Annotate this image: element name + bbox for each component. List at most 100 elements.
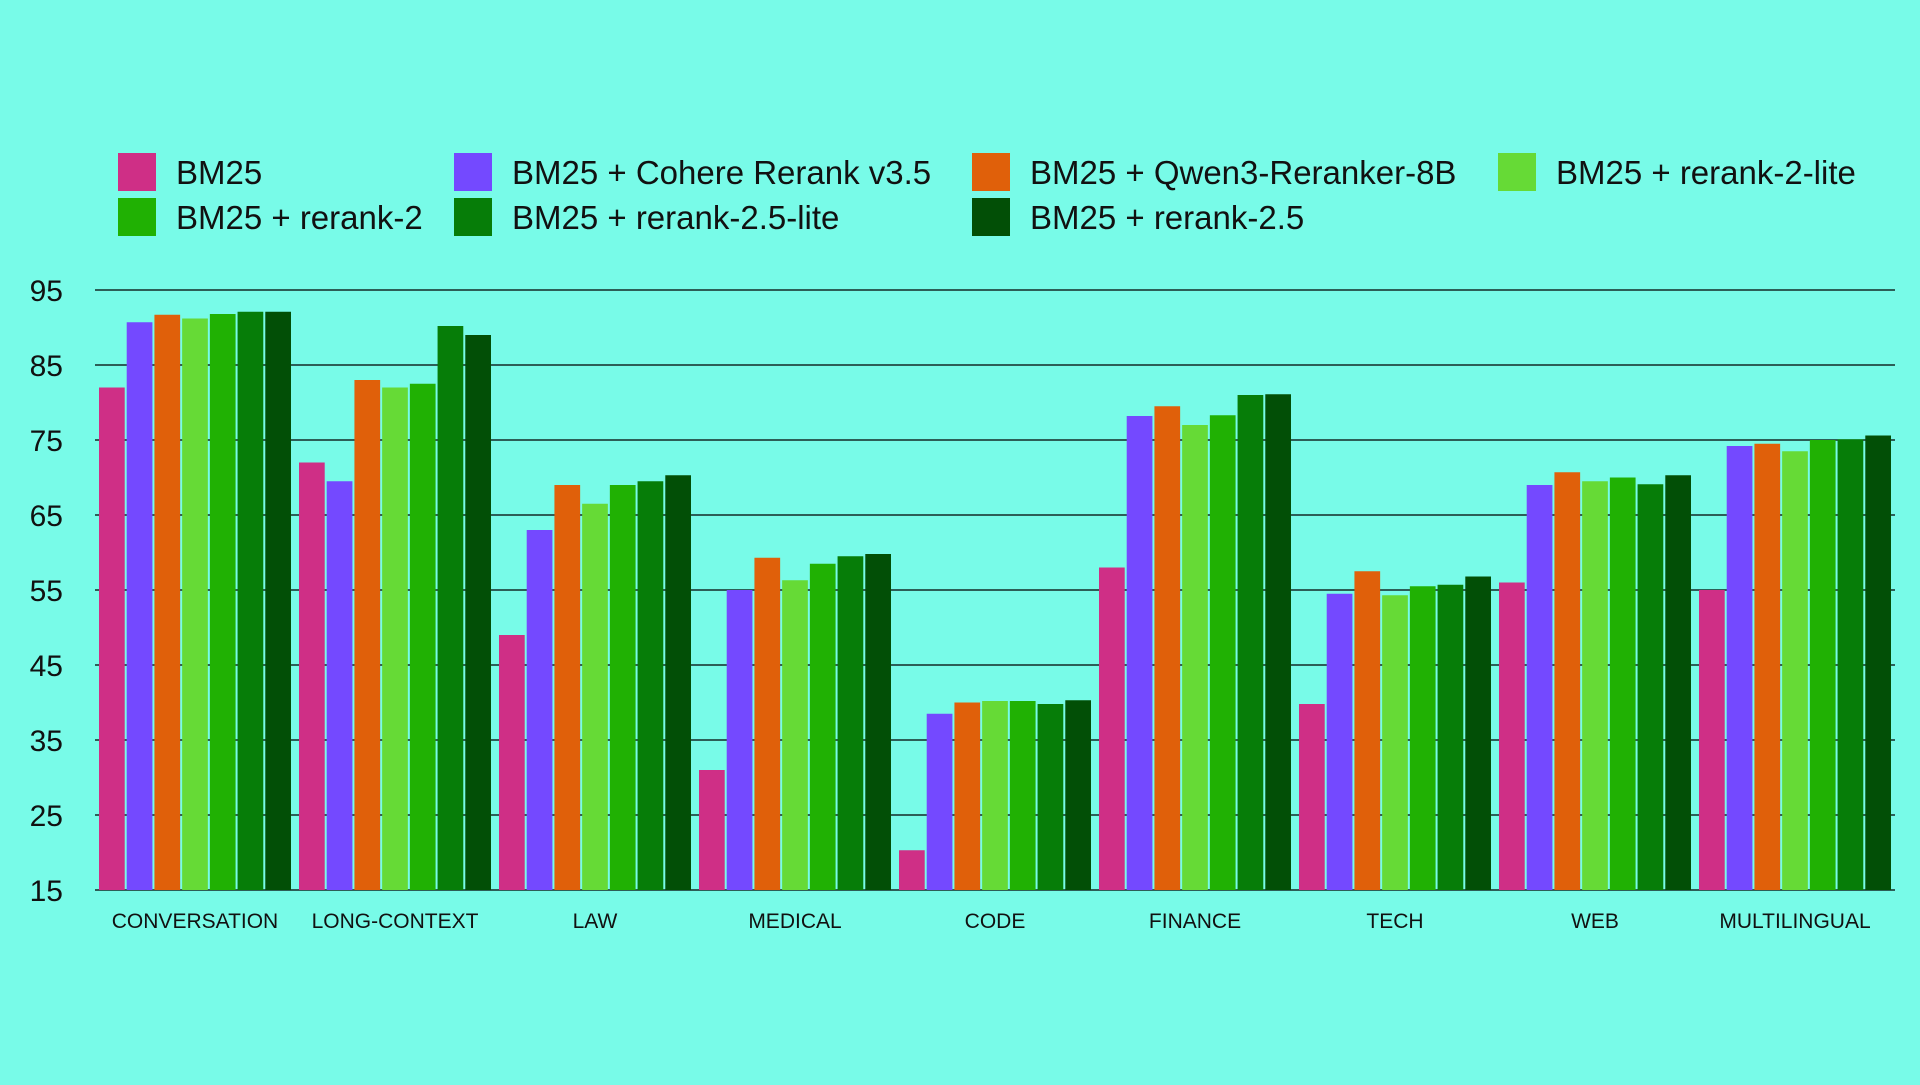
bar-code-bm25 <box>899 850 925 890</box>
bar-law-bm25-rerank-2 <box>609 485 636 890</box>
legend-swatch-bm25-rerank-2-5-lite <box>454 198 492 236</box>
bar-long-context-bm25-cohere-rerank-v3-5 <box>326 481 353 890</box>
bar-law-bm25-rerank-2-5-lite <box>637 481 664 890</box>
bar-multilingual-bm25-qwen3-reranker-8b <box>1754 443 1781 890</box>
bar-conversation-bm25-rerank-2-5 <box>265 311 291 890</box>
bar-conversation-bm25-cohere-rerank-v3-5 <box>126 322 153 890</box>
x-tick-label-law: LAW <box>573 910 618 933</box>
legend-label-bm25-rerank-2-lite: BM25 + rerank-2-lite <box>1556 154 1856 191</box>
legend-swatch-bm25-rerank-2 <box>118 198 156 236</box>
bar-tech-bm25-rerank-2-5 <box>1465 576 1491 890</box>
bar-law-bm25-rerank-2-lite <box>582 503 608 890</box>
y-tick-label: 75 <box>30 425 63 458</box>
bar-multilingual-bm25 <box>1699 590 1725 890</box>
bar-web-bm25-qwen3-reranker-8b <box>1554 472 1581 890</box>
bar-conversation-bm25-rerank-2-lite <box>182 318 208 890</box>
bar-medical-bm25-cohere-rerank-v3-5 <box>726 590 753 890</box>
bar-medical-bm25-rerank-2 <box>809 563 836 890</box>
x-tick-label-multilingual: MULTILINGUAL <box>1719 910 1870 933</box>
bar-finance-bm25-cohere-rerank-v3-5 <box>1126 416 1153 890</box>
y-tick-label: 65 <box>30 500 63 533</box>
legend-label-bm25-rerank-2-5: BM25 + rerank-2.5 <box>1030 199 1304 236</box>
bar-multilingual-bm25-rerank-2-lite <box>1782 451 1808 890</box>
x-tick-label-finance: FINANCE <box>1149 910 1241 933</box>
y-tick-label: 35 <box>30 725 63 758</box>
x-axis: CONVERSATION LONG-CONTEXT LAW MEDICAL CODE FI… <box>112 910 1871 933</box>
bar-medical-bm25-rerank-2-lite <box>782 580 808 890</box>
x-tick-label-medical: MEDICAL <box>748 910 841 933</box>
bar-law-bm25-qwen3-reranker-8b <box>554 485 581 890</box>
bar-tech-bm25-cohere-rerank-v3-5 <box>1326 593 1353 890</box>
bar-medical-bm25-qwen3-reranker-8b <box>754 557 781 890</box>
bar-conversation-bm25 <box>99 387 125 890</box>
bar-web-bm25-rerank-2-5-lite <box>1637 484 1664 890</box>
legend-label-bm25-rerank-2-5-lite: BM25 + rerank-2.5-lite <box>512 199 839 236</box>
y-tick-label: 25 <box>30 800 63 833</box>
bar-long-context-bm25-rerank-2-5 <box>465 335 491 890</box>
bar-finance-bm25-rerank-2-lite <box>1182 425 1208 890</box>
bar-medical-bm25 <box>699 770 725 890</box>
y-tick-label: 95 <box>30 275 63 308</box>
bar-law-bm25-rerank-2-5 <box>665 475 691 890</box>
bar-multilingual-bm25-rerank-2-5-lite <box>1837 439 1864 890</box>
bar-code-bm25-rerank-2-5 <box>1065 700 1091 890</box>
legend-swatch-bm25 <box>118 153 156 191</box>
bar-long-context-bm25-qwen3-reranker-8b <box>354 380 381 890</box>
bar-multilingual-bm25-rerank-2-5 <box>1865 435 1891 890</box>
bar-code-bm25-cohere-rerank-v3-5 <box>926 713 953 890</box>
bar-tech-bm25-rerank-2 <box>1409 586 1436 890</box>
bar-tech-bm25-rerank-2-5-lite <box>1437 584 1464 890</box>
bar-web-bm25-cohere-rerank-v3-5 <box>1526 485 1553 890</box>
legend-swatch-bm25-rerank-2-lite <box>1498 153 1536 191</box>
bar-finance-bm25 <box>1099 567 1125 890</box>
bar-code-bm25-rerank-2-5-lite <box>1037 704 1064 890</box>
bar-multilingual-bm25-cohere-rerank-v3-5 <box>1726 446 1753 890</box>
bar-finance-bm25-rerank-2 <box>1209 415 1236 890</box>
y-tick-label: 45 <box>30 650 63 683</box>
bar-web-bm25-rerank-2-lite <box>1582 481 1608 890</box>
legend-swatch-bm25-qwen3-reranker-8b <box>972 153 1010 191</box>
legend-swatch-bm25-rerank-2-5 <box>972 198 1010 236</box>
bar-web-bm25 <box>1499 582 1525 890</box>
x-tick-label-code: CODE <box>965 910 1026 933</box>
bar-finance-bm25-rerank-2-5 <box>1265 394 1291 890</box>
legend-label-bm25-rerank-2: BM25 + rerank-2 <box>176 199 423 236</box>
bar-finance-bm25-qwen3-reranker-8b <box>1154 406 1181 890</box>
bar-long-context-bm25 <box>299 462 325 890</box>
bar-medical-bm25-rerank-2-5-lite <box>837 556 864 890</box>
x-tick-label-tech: TECH <box>1366 910 1423 933</box>
bar-tech-bm25-rerank-2-lite <box>1382 595 1408 890</box>
bar-long-context-bm25-rerank-2-lite <box>382 387 408 890</box>
bar-tech-bm25-qwen3-reranker-8b <box>1354 571 1381 890</box>
bar-multilingual-bm25-rerank-2 <box>1809 440 1836 890</box>
y-axis: 15 25 35 45 55 65 75 85 95 <box>30 275 63 908</box>
bar-conversation-bm25-rerank-2-5-lite <box>237 311 264 890</box>
legend-label-bm25-qwen3-reranker-8b: BM25 + Qwen3-Reranker-8B <box>1030 154 1456 191</box>
bar-code-bm25-rerank-2-lite <box>982 701 1008 890</box>
bar-code-bm25-rerank-2 <box>1009 701 1036 890</box>
bar-law-bm25 <box>499 635 525 890</box>
bar-code-bm25-qwen3-reranker-8b <box>954 702 981 890</box>
bar-long-context-bm25-rerank-2-5-lite <box>437 326 464 890</box>
bar-finance-bm25-rerank-2-5-lite <box>1237 395 1264 890</box>
x-tick-label-long-context: LONG-CONTEXT <box>312 910 479 933</box>
bar-medical-bm25-rerank-2-5 <box>865 554 891 890</box>
bar-long-context-bm25-rerank-2 <box>409 383 436 890</box>
bar-web-bm25-rerank-2-5 <box>1665 475 1691 890</box>
legend-label-bm25-cohere-rerank-v3-5: BM25 + Cohere Rerank v3.5 <box>512 154 931 191</box>
x-tick-label-web: WEB <box>1571 910 1619 933</box>
bars <box>99 311 1891 890</box>
bar-web-bm25-rerank-2 <box>1609 477 1636 890</box>
legend-label-bm25: BM25 <box>176 154 262 191</box>
bar-law-bm25-cohere-rerank-v3-5 <box>526 530 553 890</box>
bar-tech-bm25 <box>1299 704 1325 890</box>
bar-conversation-bm25-rerank-2 <box>209 314 236 890</box>
y-tick-label: 85 <box>30 350 63 383</box>
bar-conversation-bm25-qwen3-reranker-8b <box>154 314 181 890</box>
y-tick-label: 55 <box>30 575 63 608</box>
legend: BM25 BM25 + Cohere Rerank v3.5 BM25 + Qwen… <box>118 153 1856 236</box>
y-tick-label: 15 <box>30 875 63 908</box>
legend-swatch-bm25-cohere-rerank-v3-5 <box>454 153 492 191</box>
